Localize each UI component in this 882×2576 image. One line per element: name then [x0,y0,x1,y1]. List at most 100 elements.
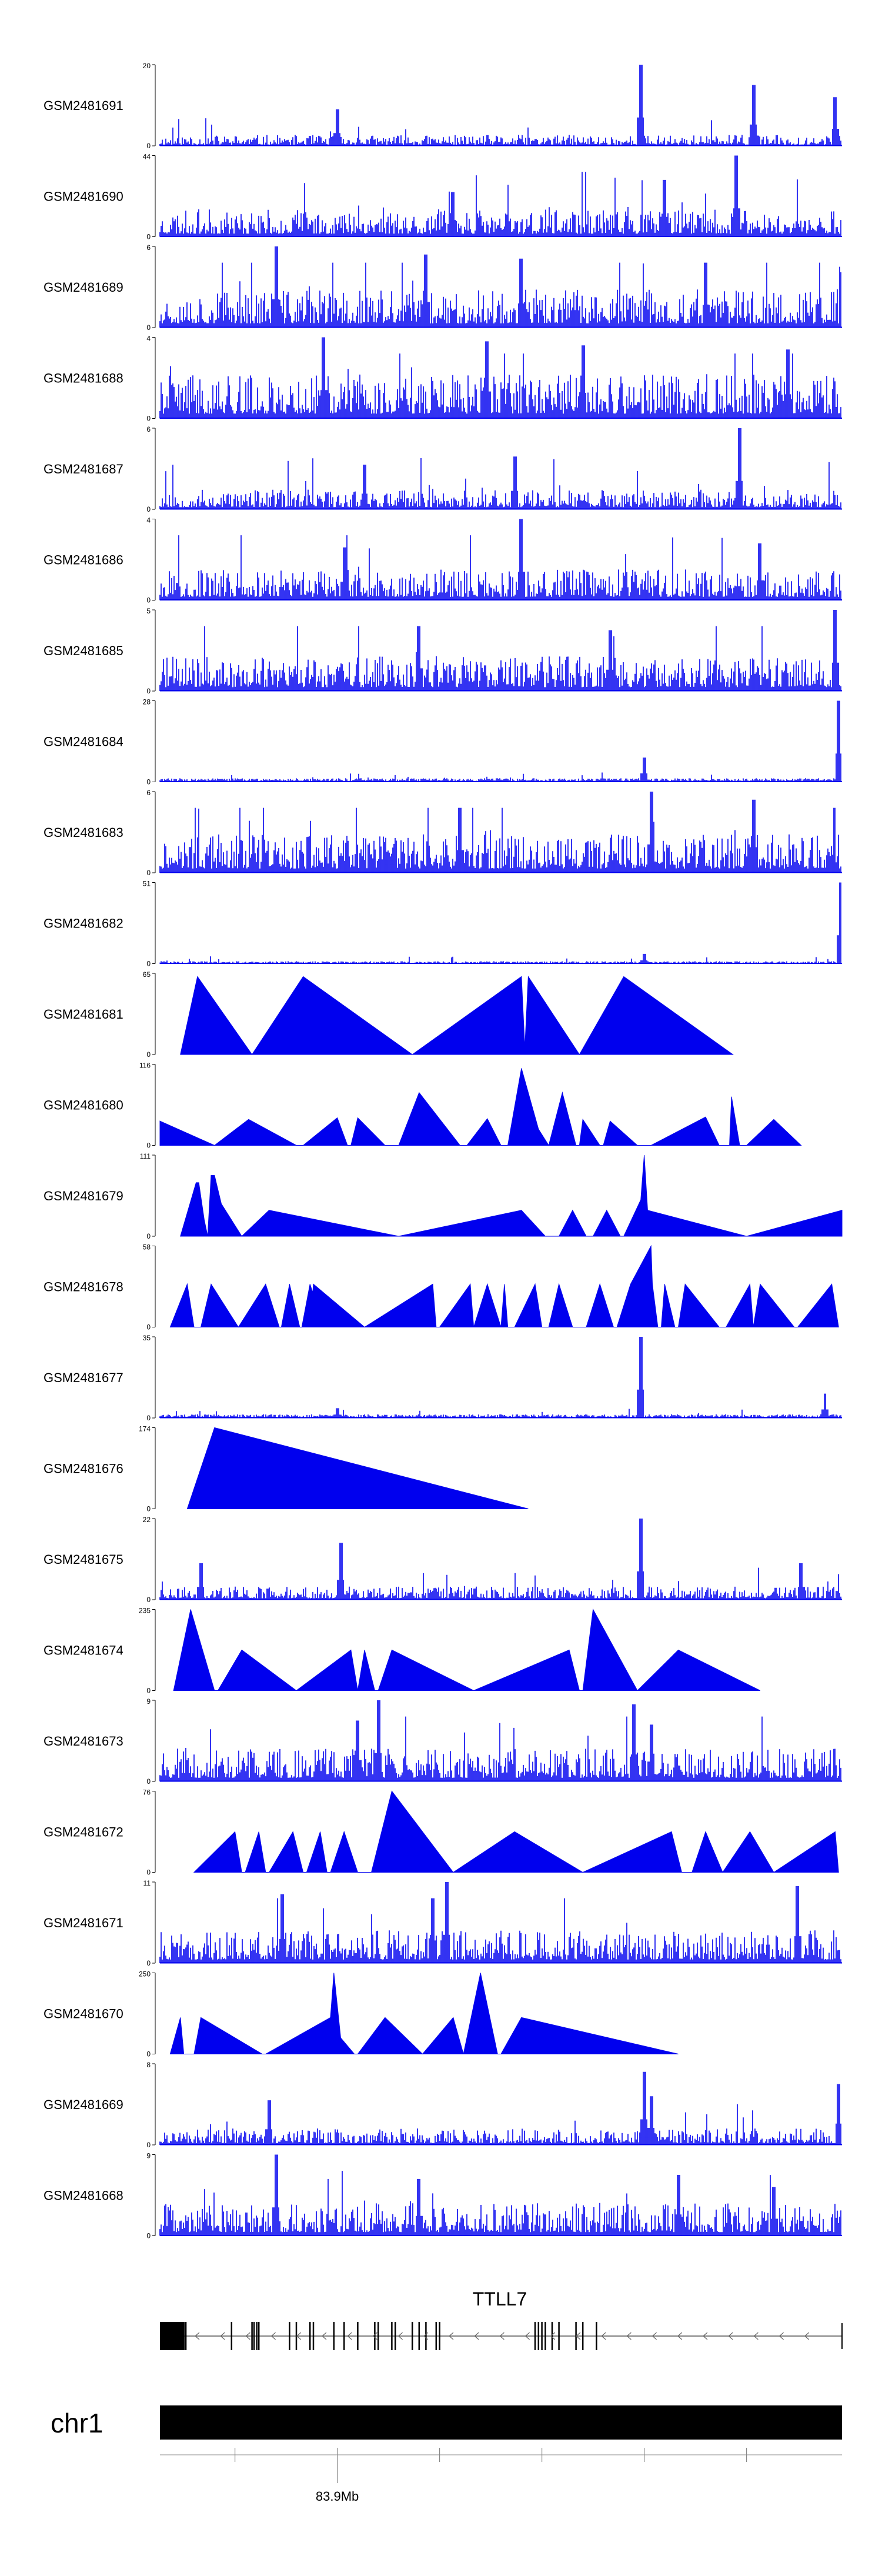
y-min-tick-label: 0 [146,869,151,877]
track-label: GSM2481676 [44,1461,123,1476]
track-GSM2481681: GSM2481681 65 0 [44,970,734,1059]
y-min-tick-label: 0 [146,233,151,241]
y-max-tick-label: 65 [143,970,151,979]
strand-arrow [322,2332,327,2340]
strand-arrow [347,2332,352,2340]
track-label: GSM2481682 [44,916,123,931]
signal-area [169,1973,679,2055]
y-max-tick-label: 174 [139,1425,151,1433]
track-label: GSM2481689 [44,280,123,295]
strand-arrow [626,2332,632,2340]
y-max-tick-label: 6 [146,243,151,252]
track-GSM2481685: GSM2481685 5 0 [44,607,842,695]
track-GSM2481675: GSM2481675 22 0 [44,1516,842,1604]
strand-arrow [601,2332,606,2340]
track-label: GSM2481669 [44,2097,123,2112]
strand-arrow [804,2332,810,2340]
signal-bars [159,1519,841,1600]
chromosome-track: chr1 83.9Mb [51,2405,842,2504]
track-label: GSM2481691 [44,98,123,113]
signal-bars [159,65,841,146]
y-max-tick-label: 28 [143,698,151,706]
y-max-tick-label: 76 [143,1788,151,1797]
track-GSM2481684: GSM2481684 28 0 [44,698,842,786]
signal-bars [159,610,841,691]
y-max-tick-label: 8 [146,2061,151,2069]
track-label: GSM2481672 [44,1825,123,1840]
y-min-tick-label: 0 [146,596,151,605]
y-min-tick-label: 0 [146,323,151,332]
y-min-tick-label: 0 [146,1142,151,1150]
track-GSM2481678: GSM2481678 58 0 [44,1243,839,1332]
track-label: GSM2481690 [44,189,123,204]
strand-arrow [220,2332,225,2340]
y-max-tick-label: 9 [146,1697,151,1706]
strand-arrow [245,2332,250,2340]
strand-arrow [195,2332,200,2340]
signal-bars [159,519,841,600]
signal-bars [159,1700,841,1781]
gene-track: TTLL7 [160,2288,843,2350]
signal-bars [159,882,841,964]
y-max-tick-label: 6 [146,425,151,433]
signal-bars [159,1882,841,1963]
track-GSM2481676: GSM2481676 174 0 [44,1425,529,1513]
signal-bars [159,428,841,509]
y-max-tick-label: 235 [139,1607,151,1615]
y-min-tick-label: 0 [146,2141,151,2149]
y-min-tick-label: 0 [146,1777,151,1786]
strand-arrow [449,2332,454,2340]
track-label: GSM2481675 [44,1552,123,1567]
signal-bars [159,1337,841,1418]
track-label: GSM2481686 [44,553,123,568]
y-max-tick-label: 35 [143,1334,151,1342]
y-max-tick-label: 6 [146,789,151,797]
strand-arrow [296,2332,302,2340]
track-label: GSM2481687 [44,462,123,476]
track-GSM2481680: GSM2481680 116 0 [44,1062,802,1150]
y-min-tick-label: 0 [146,1232,151,1240]
track-label: GSM2481671 [44,1916,123,1930]
track-label: GSM2481684 [44,735,123,749]
track-GSM2481689: GSM2481689 6 0 [44,243,842,332]
track-label: GSM2481674 [44,1643,123,1658]
signal-bars [159,246,841,328]
track-label: GSM2481670 [44,2007,123,2021]
strand-arrow [397,2332,403,2340]
track-GSM2481691: GSM2481691 20 0 [44,62,842,150]
track-GSM2481688: GSM2481688 4 0 [44,335,842,423]
y-min-tick-label: 0 [146,960,151,968]
y-max-tick-label: 116 [139,1062,151,1070]
y-min-tick-label: 0 [146,1959,151,1967]
track-GSM2481673: GSM2481673 9 0 [44,1697,842,1786]
track-GSM2481671: GSM2481671 11 0 [44,1879,842,1967]
track-label: GSM2481673 [44,1734,123,1749]
y-max-tick-label: 4 [146,335,151,343]
signal-bars [159,700,841,782]
strand-arrow [677,2332,683,2340]
y-min-tick-label: 0 [146,1323,151,1332]
y-max-tick-label: 51 [143,880,151,888]
signal-area [186,1427,529,1509]
y-min-tick-label: 0 [146,505,151,513]
y-max-tick-label: 250 [139,1970,151,1978]
chromosome-name-label: chr1 [51,2408,103,2438]
signal-bars [159,337,841,419]
signal-bars [159,2071,841,2145]
track-label: GSM2481680 [44,1098,123,1113]
strand-arrow [753,2332,759,2340]
y-min-tick-label: 0 [146,415,151,423]
y-min-tick-label: 0 [146,2232,151,2240]
y-min-tick-label: 0 [146,1050,151,1059]
y-max-tick-label: 4 [146,516,151,525]
signal-area [180,975,734,1055]
strand-arrow [703,2332,708,2340]
signal-area [193,1790,839,1873]
track-GSM2481668: GSM2481668 9 0 [44,2152,842,2240]
y-min-tick-label: 0 [146,1868,151,1877]
track-label: GSM2481677 [44,1370,123,1385]
strand-arrow [576,2332,581,2340]
signal-bars [159,155,841,237]
strand-arrow [423,2332,429,2340]
